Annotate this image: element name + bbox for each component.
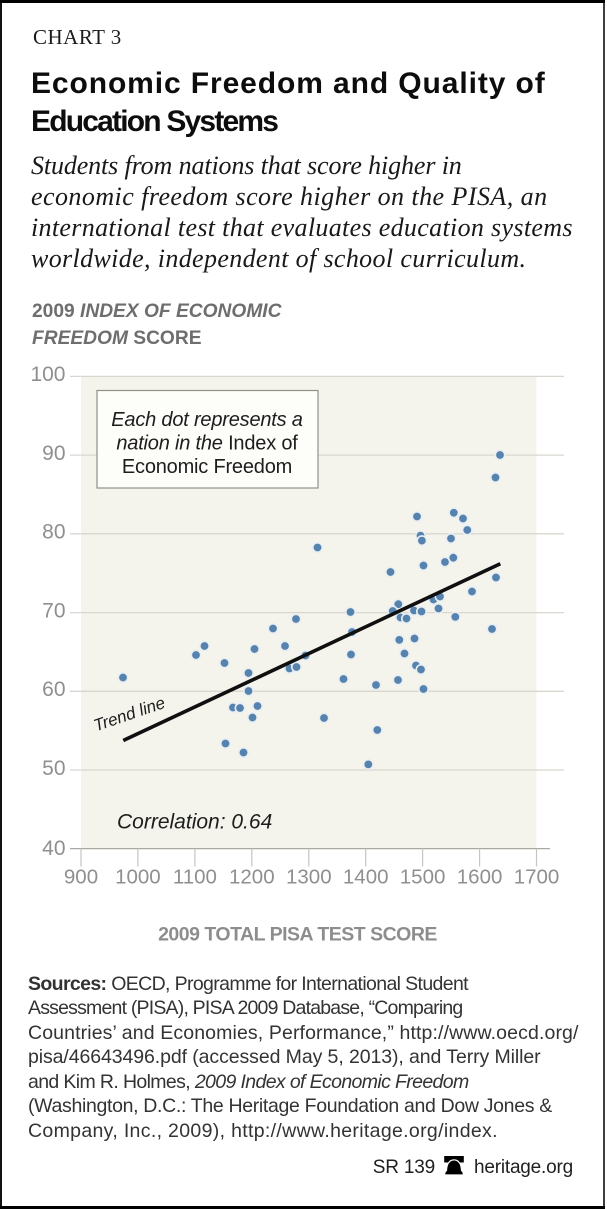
svg-text:2009 TOTAL PISA TEST SCORE: 2009 TOTAL PISA TEST SCORE — [158, 924, 437, 946]
svg-text:70: 70 — [42, 599, 65, 622]
svg-text:Correlation: 0.64: Correlation: 0.64 — [117, 811, 272, 834]
svg-text:1100: 1100 — [173, 866, 217, 889]
svg-text:40: 40 — [42, 837, 65, 860]
svg-text:1300: 1300 — [286, 866, 332, 889]
svg-text:60: 60 — [42, 678, 65, 701]
svg-text:1600: 1600 — [457, 866, 503, 889]
svg-text:Economic Freedom: Economic Freedom — [122, 456, 292, 478]
svg-text:1700: 1700 — [514, 866, 560, 889]
svg-text:1500: 1500 — [400, 866, 446, 889]
svg-text:1000: 1000 — [115, 866, 161, 889]
svg-text:Each dot represents a: Each dot represents a — [111, 409, 303, 431]
svg-text:100: 100 — [30, 363, 65, 386]
svg-text:90: 90 — [42, 442, 65, 465]
svg-text:1400: 1400 — [343, 866, 389, 889]
svg-text:900: 900 — [64, 866, 98, 889]
svg-text:80: 80 — [42, 521, 65, 544]
svg-text:50: 50 — [42, 757, 65, 780]
svg-text:1200: 1200 — [229, 866, 275, 889]
svg-text:nation in the Index of: nation in the Index of — [116, 433, 298, 455]
